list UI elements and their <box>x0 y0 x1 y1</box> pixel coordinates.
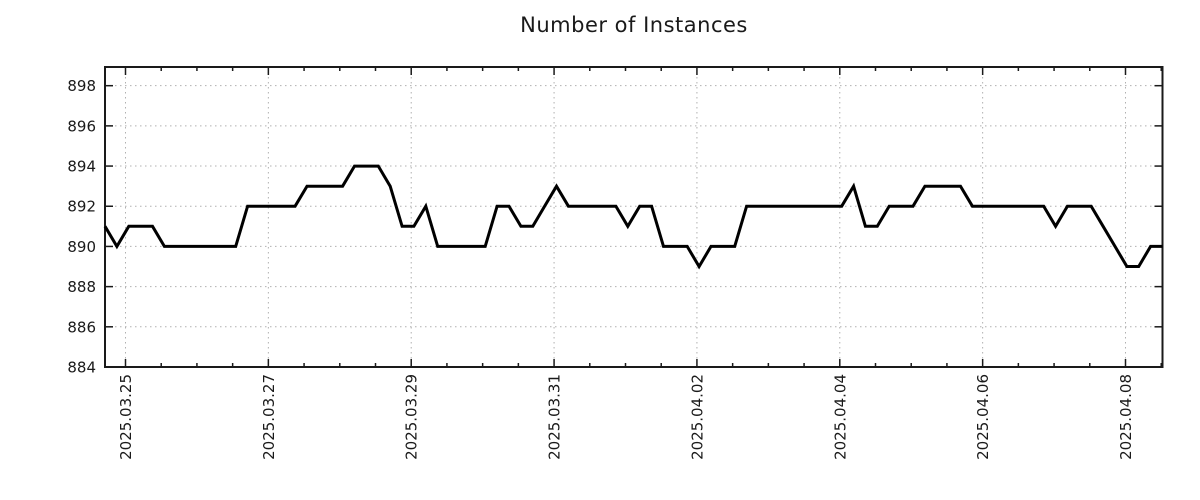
x-tick-label: 2025.03.31 <box>546 374 564 460</box>
y-tick-label: 884 <box>67 359 96 377</box>
x-tick-label: 2025.03.29 <box>403 374 421 460</box>
y-tick-label: 890 <box>67 238 96 256</box>
y-tick-label: 886 <box>67 318 96 336</box>
y-tick-label: 888 <box>67 278 96 296</box>
x-tick-label: 2025.04.06 <box>974 374 992 460</box>
y-tick-label: 894 <box>67 158 96 176</box>
x-tick-label: 2025.04.04 <box>831 374 849 460</box>
y-tick-label: 896 <box>67 117 96 135</box>
y-tick-label: 898 <box>67 77 96 95</box>
x-tick-label: 2025.03.27 <box>260 374 278 460</box>
chart-title: Number of Instances <box>520 13 748 37</box>
plot-border <box>104 66 1164 368</box>
series-line-instances <box>103 164 1163 270</box>
x-tick-label: 2025.04.08 <box>1117 374 1135 460</box>
y-tick-label: 892 <box>67 198 96 216</box>
x-tick-label: 2025.04.02 <box>688 374 706 460</box>
x-tick-label: 2025.03.25 <box>117 374 135 460</box>
